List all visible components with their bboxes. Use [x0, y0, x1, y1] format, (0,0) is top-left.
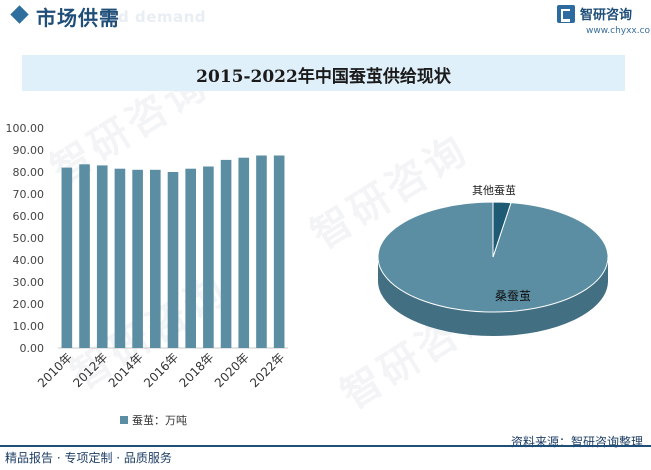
y-tick-label: 60.00: [13, 210, 45, 223]
footer-divider: [0, 445, 651, 447]
chart-title-band: 2015-2022年中国蚕茧供给现状: [22, 55, 625, 91]
x-tick-label: 2018年: [177, 350, 217, 390]
pie-label-other: 其他蚕茧: [472, 184, 516, 197]
bar: [220, 159, 232, 348]
x-tick-label: 2020年: [212, 350, 252, 390]
y-tick-label: 90.00: [13, 144, 45, 157]
y-tick-label: 20.00: [13, 298, 45, 311]
brand-name: 智研咨询: [580, 8, 633, 23]
bar: [61, 167, 73, 348]
bar: [167, 172, 179, 348]
y-tick-label: 30.00: [13, 276, 45, 289]
bar: [238, 157, 250, 348]
pie-label-main: 桑蚕茧: [495, 289, 531, 303]
y-tick-label: 0.00: [20, 342, 45, 355]
x-tick-label: 2022年: [247, 350, 287, 390]
bar: [79, 164, 90, 348]
legend-swatch: [120, 416, 128, 424]
pie-slice-main: [377, 201, 609, 313]
bar: [256, 155, 267, 348]
x-tick-label: 2010年: [35, 350, 75, 390]
y-tick-label: 80.00: [13, 166, 45, 179]
source-note: 资料来源：智研咨询整理: [510, 435, 643, 449]
pie-slice-other: [492, 201, 512, 258]
footer-slogan: 精品报告 · 专项定制 · 品质服务: [5, 451, 172, 465]
x-tick-label: 2014年: [106, 350, 146, 390]
header: 市场供需 d demand 智研咨询 www.chyxx.com: [0, 0, 651, 38]
bar: [132, 169, 143, 348]
brand-url: www.chyxx.com: [586, 26, 651, 36]
header-ghost-text: d demand: [118, 8, 207, 26]
bar: [185, 168, 196, 348]
legend-label: 蚕茧：万吨: [132, 414, 187, 427]
y-tick-label: 70.00: [13, 188, 45, 201]
section-title: 市场供需: [36, 6, 120, 30]
x-tick-label: 2016年: [141, 350, 181, 390]
y-tick-label: 40.00: [13, 254, 45, 267]
y-tick-label: 10.00: [13, 320, 45, 333]
bar: [203, 166, 214, 348]
bar: [150, 169, 161, 348]
bar: [273, 155, 285, 348]
brand-logo-icon: [557, 5, 575, 23]
bar: [96, 165, 108, 348]
pie-side-wall: [378, 257, 608, 336]
y-tick-label: 50.00: [13, 232, 45, 245]
x-tick-label: 2012年: [70, 350, 110, 390]
bar: [114, 168, 126, 348]
y-tick-label: 100.00: [6, 122, 45, 135]
chart-title: 2015-2022年中国蚕茧供给现状: [196, 67, 451, 87]
